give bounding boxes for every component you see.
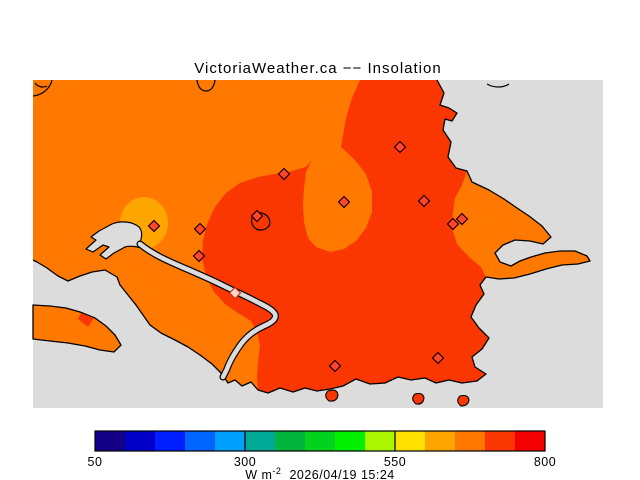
- colorbar-segment: [185, 431, 215, 451]
- islet: [325, 389, 339, 402]
- colorbar-segment: [365, 431, 395, 451]
- colorbar-segment: [425, 431, 455, 451]
- station-marker: [393, 140, 407, 154]
- islet: [412, 392, 425, 405]
- page-title: VictoriaWeather.ca −− Insolation: [194, 60, 441, 77]
- colorbar-segment: [485, 431, 515, 451]
- colorbar: 50 300 550 800 W m-2 2026/04/19 15:24: [88, 430, 556, 480]
- colorbar-segment: [455, 431, 485, 451]
- station-marker: [277, 167, 291, 181]
- datetime-label: 2026/04/19 15:24: [289, 468, 394, 480]
- station-marker: [446, 217, 460, 231]
- colorbar-label-max: 800: [534, 455, 556, 469]
- station-marker: [417, 194, 431, 208]
- colorbar-ticks: [244, 431, 396, 451]
- colorbar-label-min: 50: [88, 455, 103, 469]
- colorbar-segment: [515, 431, 545, 451]
- colorbar-segment: [335, 431, 365, 451]
- colorbar-label-550: 550: [384, 455, 406, 469]
- topleft-coast-hook: [34, 82, 48, 88]
- colorbar-label-300: 300: [234, 455, 256, 469]
- topcenter-coast-arc: [196, 79, 216, 92]
- colorbar-border: [94, 430, 546, 452]
- station-markers: [147, 140, 469, 373]
- station-marker: [228, 286, 242, 300]
- units-prefix: W m: [245, 468, 272, 480]
- station-marker: [455, 212, 469, 226]
- colorbar-segment: [275, 431, 305, 451]
- tidal-channel: [136, 240, 279, 381]
- topleft-coast-arc: [32, 79, 53, 97]
- lake-outline: [251, 212, 271, 231]
- islet: [457, 394, 470, 407]
- station-marker: [192, 249, 206, 263]
- colorbar-segment: [395, 431, 425, 451]
- colorbar-segments: [95, 431, 545, 451]
- northeast-island-arc: [486, 83, 510, 88]
- colorbar-segment: [155, 431, 185, 451]
- minor-coast-arcs: [32, 79, 510, 231]
- southwest-red-patch: [78, 313, 94, 327]
- colorbar-segment: [305, 431, 335, 451]
- station-marker: [147, 219, 161, 233]
- colorbar-segment: [245, 431, 275, 451]
- station-marker: [250, 209, 264, 223]
- colorbar-segment: [215, 431, 245, 451]
- islets: [325, 389, 470, 407]
- colorbar-segment: [95, 431, 125, 451]
- station-marker: [193, 222, 207, 236]
- station-marker: [337, 195, 351, 209]
- units-exponent: -2: [272, 466, 281, 476]
- colorbar-units-line: W m-2 2026/04/19 15:24: [245, 466, 395, 480]
- station-marker: [328, 359, 342, 373]
- colorbar-segment: [125, 431, 155, 451]
- station-marker: [431, 351, 445, 365]
- coastline: [32, 79, 591, 394]
- map-canvas: [32, 79, 603, 408]
- southwest-land-strip: [32, 304, 122, 353]
